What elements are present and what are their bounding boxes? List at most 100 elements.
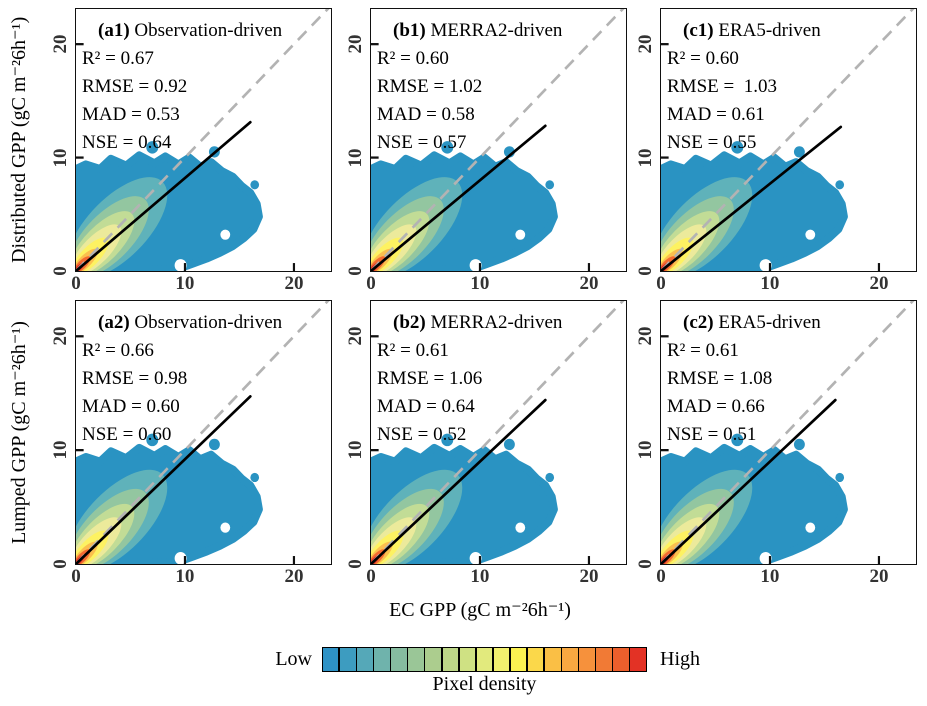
- y-tick-labels: 0 10 20: [344, 9, 371, 276]
- stat-rmse: RMSE = 1.03: [667, 76, 777, 97]
- stat-r2: R² = 0.61: [377, 340, 449, 361]
- colorbar-cell: [442, 648, 459, 671]
- x-tick-label: 20: [579, 566, 599, 587]
- x-tick-label: 0: [366, 273, 376, 294]
- stat-rmse: RMSE = 0.98: [82, 368, 188, 389]
- stat-nse: NSE = 0.60: [82, 424, 172, 445]
- x-tick-label: 10: [175, 273, 195, 294]
- x-tick-label: 10: [470, 566, 490, 587]
- colorbar-cell: [613, 648, 629, 671]
- y-tick-label: 10: [50, 440, 72, 460]
- identity-line: [661, 301, 915, 564]
- panel-annotation: (b2) MERRA2-driven R² = 0.61 RMSE = 1.06…: [377, 309, 562, 449]
- panel-annotation: (c2) ERA5-driven R² = 0.61 RMSE = 1.08 M…: [667, 309, 821, 449]
- colorbar-cell: [459, 648, 476, 671]
- y-axis-label-row2: Lumped GPP (gC m⁻²6h⁻¹): [8, 321, 30, 544]
- density-plot-a1: [76, 9, 330, 271]
- y-tick-labels: 0 10 20: [49, 9, 76, 276]
- density-plot-c1: [661, 9, 915, 271]
- colorbar-cell: [510, 648, 527, 671]
- density-plot-c2: [661, 301, 915, 564]
- density-plot-b1: [371, 9, 625, 271]
- x-tick-label: 0: [71, 566, 81, 587]
- panel-b1: (b1) MERRA2-driven R² = 0.60 RMSE = 1.02…: [345, 8, 627, 294]
- y-axis-label-row1: Distributed GPP (gC m⁻²6h⁻¹): [8, 16, 30, 264]
- y-tick-label: 10: [345, 440, 367, 460]
- panel-annotation: (a1) Observation-driven R² = 0.67 RMSE =…: [82, 17, 282, 157]
- y-tick-label: 0: [635, 266, 657, 276]
- colorbar-low-label: Low: [275, 648, 312, 670]
- axis-ticks: [371, 335, 591, 564]
- panel-title: ERA5-driven: [718, 312, 821, 333]
- identity-line: [661, 9, 915, 271]
- colorbar-cell: [408, 648, 424, 671]
- identity-line: [76, 9, 330, 271]
- panel-label: (b2): [393, 312, 426, 333]
- y-tick-labels: 0 10 20: [49, 301, 76, 569]
- identity-line: [371, 9, 625, 271]
- panel-b2: (b2) MERRA2-driven R² = 0.61 RMSE = 1.06…: [345, 300, 627, 587]
- colorbar-high-label: High: [660, 648, 700, 670]
- panel-c1: (c1) ERA5-driven R² = 0.60 RMSE = 1.03 M…: [635, 8, 917, 294]
- y-tick-label: 20: [635, 34, 657, 54]
- stat-rmse: RMSE = 1.06: [377, 368, 483, 389]
- colorbar-cell: [545, 648, 561, 671]
- density-plot-a2: [76, 301, 330, 564]
- panel-c2: (c2) ERA5-driven R² = 0.61 RMSE = 1.08 M…: [635, 300, 917, 587]
- stat-mad: MAD = 0.58: [377, 104, 475, 125]
- colorbar-title: Pixel density: [432, 673, 537, 695]
- regression-line: [371, 398, 547, 564]
- regression-line: [371, 124, 547, 271]
- x-tick-labels: 0 10 20: [656, 271, 916, 299]
- panel-annotation: (a2) Observation-driven R² = 0.66 RMSE =…: [82, 309, 282, 449]
- colorbar-cell: [579, 648, 595, 671]
- panel-title: ERA5-driven: [718, 20, 821, 41]
- x-tick-labels: 0 10 20: [366, 271, 626, 299]
- x-tick-labels: 0 10 20: [366, 564, 626, 592]
- colorbar-cell: [562, 648, 578, 671]
- y-tick-label: 0: [635, 559, 657, 569]
- panel-a1: (a1) Observation-driven R² = 0.67 RMSE =…: [50, 8, 332, 294]
- x-tick-label: 20: [284, 566, 304, 587]
- y-tick-label: 0: [50, 266, 72, 276]
- x-tick-labels: 0 10 20: [71, 564, 331, 592]
- y-tick-label: 0: [50, 559, 72, 569]
- colorbar-cell: [391, 648, 407, 671]
- regression-line: [661, 398, 837, 564]
- stat-mad: MAD = 0.53: [82, 104, 180, 125]
- panel-title: Observation-driven: [134, 312, 283, 333]
- stat-nse: NSE = 0.51: [667, 424, 757, 445]
- panel-annotation: (b1) MERRA2-driven R² = 0.60 RMSE = 1.02…: [377, 17, 562, 157]
- stat-r2: R² = 0.60: [377, 48, 449, 69]
- x-tick-labels: 0 10 20: [71, 271, 331, 299]
- y-tick-label: 20: [345, 34, 367, 54]
- colorbar-cell: [425, 648, 441, 671]
- panel-label: (a2): [98, 312, 130, 333]
- stat-rmse: RMSE = 1.08: [667, 368, 773, 389]
- colorbar-cell: [630, 648, 646, 671]
- axis-ticks: [661, 335, 881, 564]
- axis-ticks: [661, 43, 881, 271]
- colorbar-cell: [493, 648, 510, 671]
- stat-rmse: RMSE = 0.92: [82, 76, 188, 97]
- colorbar-cell: [476, 648, 493, 671]
- y-tick-label: 20: [50, 326, 72, 346]
- x-tick-label: 0: [656, 273, 666, 294]
- y-tick-labels: 0 10 20: [344, 301, 371, 569]
- stat-r2: R² = 0.66: [82, 340, 154, 361]
- y-tick-label: 10: [345, 148, 367, 168]
- y-tick-label: 0: [345, 559, 367, 569]
- y-tick-label: 10: [635, 148, 657, 168]
- x-tick-label: 20: [869, 273, 889, 294]
- axis-ticks: [76, 43, 296, 271]
- axis-ticks: [76, 335, 296, 564]
- identity-line: [76, 301, 330, 564]
- regression-line: [661, 125, 843, 271]
- regression-line: [76, 120, 252, 271]
- x-tick-label: 0: [656, 566, 666, 587]
- x-tick-label: 20: [284, 273, 304, 294]
- identity-line: [371, 301, 625, 564]
- panel-title: MERRA2-driven: [430, 312, 563, 333]
- x-tick-label: 10: [760, 566, 780, 587]
